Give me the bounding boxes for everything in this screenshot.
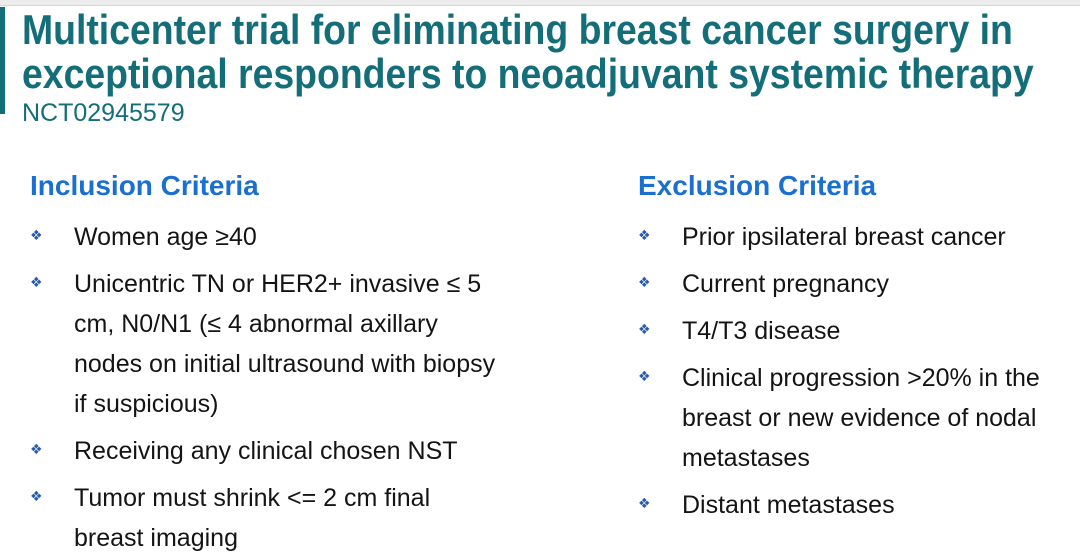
diamond-bullet-icon: ❖ bbox=[638, 321, 651, 337]
item-text: Receiving any clinical chosen NST bbox=[74, 437, 458, 465]
slide-header: Multicenter trial for eliminating breast… bbox=[0, 6, 1080, 128]
item-text: Clinical progression >20% in the breast … bbox=[682, 364, 1040, 472]
list-item: ❖ Tumor must shrink <= 2 cm final breast… bbox=[30, 478, 605, 554]
diamond-bullet-icon: ❖ bbox=[30, 488, 43, 504]
item-text: Women age ≥40 bbox=[74, 223, 257, 251]
diamond-bullet-icon: ❖ bbox=[30, 227, 43, 243]
title-line-2: exceptional responders to neoadjuvant sy… bbox=[22, 50, 1034, 97]
exclusion-list: ❖ Prior ipsilateral breast cancer ❖ Curr… bbox=[638, 217, 1080, 525]
diamond-bullet-icon: ❖ bbox=[638, 274, 651, 290]
item-text: Distant metastases bbox=[682, 491, 895, 519]
list-item: ❖ T4/T3 disease bbox=[638, 311, 1080, 351]
list-item: ❖ Receiving any clinical chosen NST bbox=[30, 431, 605, 471]
item-text: T4/T3 disease bbox=[682, 317, 841, 345]
list-item: ❖ Distant metastases bbox=[638, 485, 1080, 525]
diamond-bullet-icon: ❖ bbox=[30, 441, 43, 457]
inclusion-heading: Inclusion Criteria bbox=[30, 170, 259, 201]
title-line-1: Multicenter trial for eliminating breast… bbox=[22, 6, 1013, 53]
list-item: ❖ Women age ≥40 bbox=[30, 217, 605, 257]
left-accent-bar bbox=[0, 7, 5, 114]
diamond-bullet-icon: ❖ bbox=[638, 227, 651, 243]
diamond-bullet-icon: ❖ bbox=[638, 368, 651, 384]
inclusion-column: Inclusion Criteria ❖ Women age ≥40 ❖ Uni… bbox=[30, 171, 605, 554]
list-item: ❖ Prior ipsilateral breast cancer bbox=[638, 217, 1080, 257]
list-item: ❖ Clinical progression >20% in the breas… bbox=[638, 358, 1080, 478]
item-text: Unicentric TN or HER2+ invasive ≤ 5 cm, … bbox=[74, 270, 496, 418]
exclusion-column: Exclusion Criteria ❖ Prior ipsilateral b… bbox=[605, 171, 1080, 554]
criteria-columns: Inclusion Criteria ❖ Women age ≥40 ❖ Uni… bbox=[0, 171, 1080, 554]
item-text: Current pregnancy bbox=[682, 270, 890, 298]
list-item: ❖ Current pregnancy bbox=[638, 264, 1080, 304]
slide-title: Multicenter trial for eliminating breast… bbox=[22, 8, 1080, 96]
item-text: Prior ipsilateral breast cancer bbox=[682, 223, 1006, 251]
diamond-bullet-icon: ❖ bbox=[30, 274, 43, 290]
list-item: ❖ Unicentric TN or HER2+ invasive ≤ 5 cm… bbox=[30, 264, 605, 424]
trial-id: NCT02945579 bbox=[22, 99, 185, 127]
diamond-bullet-icon: ❖ bbox=[638, 495, 651, 511]
item-text: Tumor must shrink <= 2 cm final breast i… bbox=[74, 484, 431, 552]
exclusion-heading: Exclusion Criteria bbox=[638, 170, 877, 201]
inclusion-list: ❖ Women age ≥40 ❖ Unicentric TN or HER2+… bbox=[30, 217, 605, 554]
top-strip bbox=[0, 0, 1080, 6]
